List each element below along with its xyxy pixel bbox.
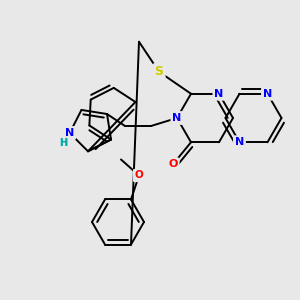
Text: N: N [172,113,182,123]
Text: N: N [65,128,74,138]
Text: H: H [59,138,67,148]
Text: N: N [235,137,244,147]
Text: O: O [135,170,143,181]
Text: N: N [172,113,182,123]
Text: S: S [154,65,164,78]
Text: N: N [235,137,244,147]
Text: N: N [65,128,74,138]
Text: H: H [59,138,67,148]
Text: N: N [214,89,224,99]
Text: N: N [214,89,224,99]
Text: S: S [154,65,164,78]
Text: O: O [135,170,143,181]
Text: N: N [263,89,272,99]
Text: O: O [168,159,178,169]
Text: N: N [263,89,272,99]
Text: O: O [168,159,178,169]
